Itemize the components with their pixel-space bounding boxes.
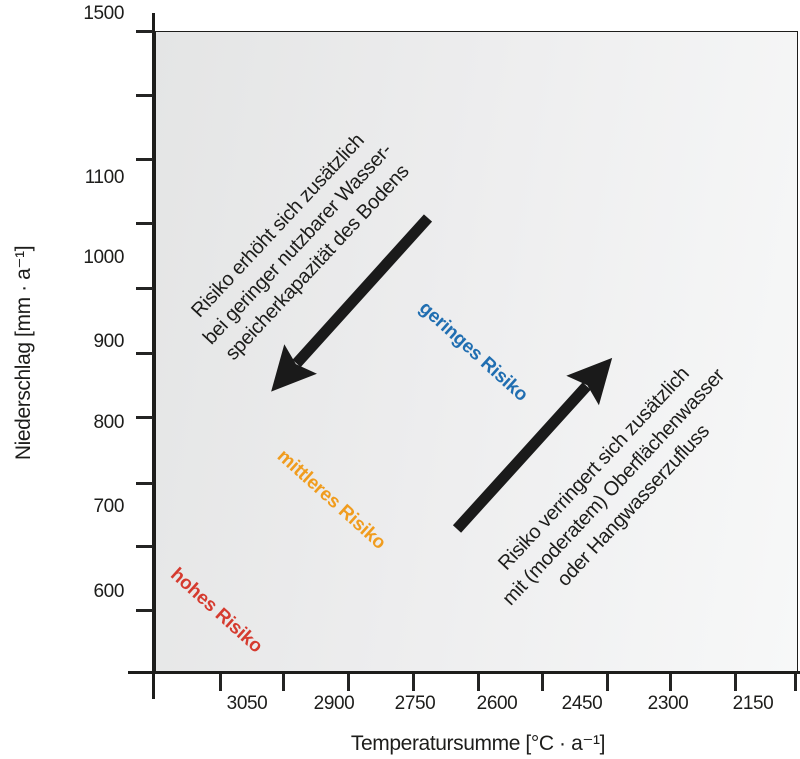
x-tick bbox=[219, 674, 222, 691]
x-tick bbox=[412, 674, 415, 691]
x-tick bbox=[541, 674, 544, 691]
x-tick-label: 2150 bbox=[732, 693, 774, 714]
x-tick-label: 2300 bbox=[647, 693, 689, 714]
x-tick bbox=[606, 674, 609, 691]
y-axis-line bbox=[152, 13, 155, 699]
y-tick bbox=[136, 222, 153, 225]
y-tick-label: 800 bbox=[93, 412, 124, 433]
y-tick bbox=[136, 352, 153, 355]
y-tick-label: 1100 bbox=[84, 167, 125, 188]
x-tick bbox=[347, 674, 350, 691]
y-tick bbox=[136, 416, 153, 419]
x-tick bbox=[282, 674, 285, 691]
x-tick bbox=[794, 674, 797, 691]
y-tick bbox=[136, 94, 153, 97]
x-tick bbox=[669, 674, 672, 691]
x-tick-label: 2750 bbox=[394, 693, 436, 714]
y-axis-title: Niederschlag [mm · a⁻¹] bbox=[12, 245, 35, 461]
y-tick-label: 700 bbox=[93, 496, 124, 517]
y-tick-label: 1500 bbox=[83, 3, 124, 24]
x-tick-label: 2600 bbox=[476, 693, 518, 714]
x-tick-label: 2450 bbox=[561, 693, 603, 714]
y-tick bbox=[136, 287, 153, 290]
y-tick bbox=[136, 30, 153, 33]
y-tick bbox=[136, 158, 153, 161]
y-tick-label: 900 bbox=[93, 331, 124, 352]
y-tick-label: 600 bbox=[93, 581, 124, 602]
x-axis-title: Temperatursumme [°C · a⁻¹] bbox=[350, 732, 606, 755]
x-tick-label: 3050 bbox=[226, 693, 268, 714]
plot-area bbox=[155, 31, 798, 673]
y-tick bbox=[136, 609, 153, 612]
y-tick bbox=[136, 545, 153, 548]
y-tick-label: 1000 bbox=[83, 247, 124, 268]
x-tick bbox=[477, 674, 480, 691]
x-tick bbox=[734, 674, 737, 691]
x-tick-label: 2900 bbox=[313, 693, 355, 714]
y-tick bbox=[136, 482, 153, 485]
x-axis-line bbox=[128, 671, 800, 674]
